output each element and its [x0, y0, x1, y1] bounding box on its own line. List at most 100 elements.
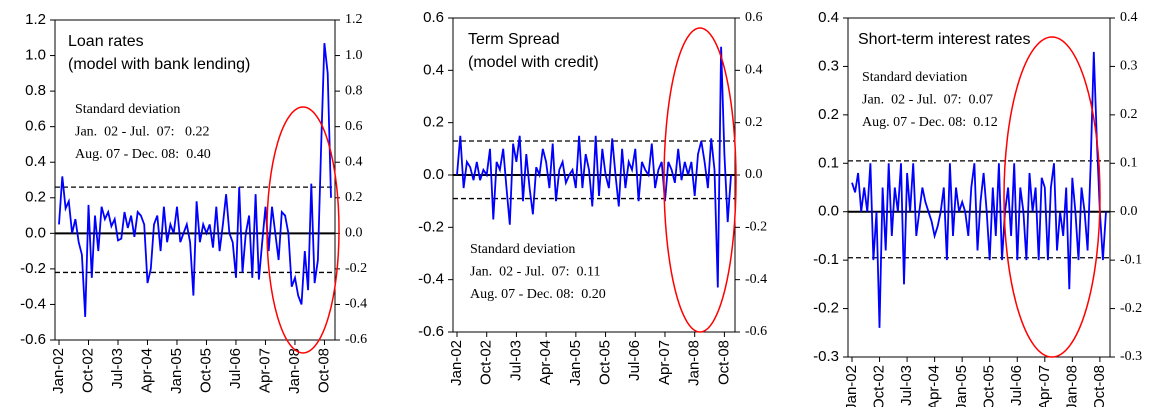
- data-line: [58, 43, 332, 317]
- chart-subtitle: (model with credit): [468, 54, 599, 71]
- y2-tick-label: 0.4: [345, 154, 363, 169]
- annotation: Aug. 07 - Dec. 08: 0.12: [862, 115, 998, 130]
- x-tick-label: Oct-02: [478, 340, 495, 385]
- y2-tick-label: -0.6: [745, 324, 767, 339]
- x-tick-label: Apr-07: [656, 340, 673, 385]
- chart-subtitle: (model with bank lending): [68, 56, 250, 73]
- y2-tick-label: -0.4: [345, 297, 367, 312]
- x-tick-label: Jan-02: [448, 340, 465, 386]
- annotation: Jan. 02 - Jul. 07: 0.22: [75, 125, 210, 140]
- y2-tick-label: 0.4: [745, 63, 763, 78]
- y-tick-label: 1.0: [25, 47, 46, 64]
- y-tick-label: 0.0: [25, 224, 46, 241]
- y2-tick-label: 0.0: [345, 226, 363, 241]
- y-tick-label: -0.2: [813, 300, 839, 317]
- chart-title: Loan rates: [68, 33, 144, 50]
- x-tick-label: Oct-05: [981, 365, 998, 407]
- y2-tick-label: 0.2: [1120, 107, 1138, 122]
- x-tick-label: Apr-07: [1036, 365, 1053, 407]
- y-tick-label: 0.4: [25, 153, 46, 170]
- y-tick-label: 0.0: [818, 203, 839, 220]
- plot-frame: [847, 17, 1111, 358]
- y-tick-label: 0.1: [818, 154, 839, 171]
- x-tick-label: Oct-08: [1091, 365, 1108, 407]
- y2-tick-label: 0.6: [345, 119, 363, 134]
- y2-tick-label: -0.3: [1120, 349, 1142, 364]
- data-line: [851, 51, 1107, 328]
- y2-tick-label: -0.2: [745, 220, 767, 235]
- x-tick-label: Oct-08: [315, 348, 332, 393]
- x-tick-label: Jan-08: [1063, 365, 1080, 407]
- y-tick-label: -0.3: [813, 348, 839, 365]
- y-tick-label: -0.2: [418, 218, 444, 235]
- x-tick-label: Jul-03: [109, 348, 126, 389]
- x-tick-label: Jul-06: [227, 348, 244, 389]
- y-tick-label: 1.2: [25, 11, 46, 28]
- y2-tick-label: 0.6: [745, 10, 763, 25]
- y2-tick-label: -0.2: [345, 261, 367, 276]
- annotation: Jan. 02 - Jul. 07: 0.07: [862, 93, 993, 108]
- x-tick-label: Oct-05: [597, 340, 614, 385]
- y2-tick-label: 0.2: [745, 115, 763, 130]
- annotation: Standard deviation: [862, 70, 967, 85]
- y-tick-label: -0.1: [813, 251, 839, 268]
- x-tick-label: Jul-06: [626, 340, 643, 381]
- y-tick-label: 0.8: [25, 82, 46, 99]
- x-tick-label: Apr-04: [926, 365, 943, 407]
- y-tick-label: 0.6: [25, 118, 46, 135]
- highlight-ellipse: [266, 106, 340, 354]
- y2-tick-label: 0.3: [1120, 59, 1138, 74]
- y-tick-label: -0.6: [418, 323, 444, 340]
- y2-tick-label: 0.2: [345, 190, 363, 205]
- x-tick-label: Jan-08: [286, 348, 303, 394]
- y2-tick-label: -0.1: [1120, 252, 1142, 267]
- x-tick-label: Jul-03: [507, 340, 524, 381]
- x-tick-label: Jul-06: [1008, 365, 1025, 406]
- y2-tick-label: 0.1: [1120, 156, 1138, 171]
- y-tick-label: 0.0: [423, 166, 444, 183]
- y2-tick-label: -0.2: [1120, 301, 1142, 316]
- chart-title: Term Spread: [468, 31, 560, 48]
- y-tick-label: 0.6: [423, 9, 444, 26]
- y-tick-label: 0.3: [818, 57, 839, 74]
- y-tick-label: -0.4: [20, 295, 46, 312]
- y2-tick-label: 0.0: [745, 167, 763, 182]
- x-tick-label: Jan-05: [953, 365, 970, 407]
- annotation: Standard deviation: [470, 242, 575, 257]
- y-tick-label: 0.2: [818, 106, 839, 123]
- x-tick-label: Oct-05: [197, 348, 214, 393]
- data-line: [456, 46, 732, 288]
- x-tick-label: Apr-07: [256, 348, 273, 393]
- y2-tick-label: 0.4: [1120, 10, 1138, 25]
- y-tick-label: -0.2: [20, 260, 46, 277]
- x-tick-label: Jan-05: [567, 340, 584, 386]
- y2-tick-label: 0.8: [345, 83, 363, 98]
- y-tick-label: 0.2: [25, 189, 46, 206]
- plot-frame: [54, 19, 336, 341]
- x-tick-label: Apr-04: [138, 348, 155, 393]
- x-tick-label: Jan-05: [168, 348, 185, 394]
- chart-title: Short-term interest rates: [858, 31, 1031, 48]
- highlight-ellipse: [663, 27, 737, 333]
- y-tick-label: 0.2: [423, 114, 444, 131]
- y2-tick-label: 1.2: [345, 12, 363, 27]
- annotation: Aug. 07 - Dec. 08: 0.40: [75, 147, 211, 162]
- annotation: Aug. 07 - Dec. 08: 0.20: [470, 287, 606, 302]
- x-tick-label: Jan-02: [843, 365, 860, 407]
- x-tick-label: Oct-08: [715, 340, 732, 385]
- y-tick-label: 0.4: [423, 61, 444, 78]
- x-tick-label: Oct-02: [871, 365, 888, 407]
- annotation: Standard deviation: [75, 102, 180, 117]
- y2-tick-label: -0.6: [345, 332, 367, 347]
- x-tick-label: Jan-02: [50, 348, 67, 394]
- y-tick-label: 0.4: [818, 9, 839, 26]
- highlight-ellipse: [1003, 36, 1101, 358]
- x-tick-label: Oct-02: [79, 348, 96, 393]
- x-tick-label: Jan-08: [686, 340, 703, 386]
- x-tick-label: Apr-04: [537, 340, 554, 385]
- y2-tick-label: 0.0: [1120, 204, 1138, 219]
- x-tick-label: Jul-03: [898, 365, 915, 406]
- y-tick-label: -0.6: [20, 331, 46, 348]
- y-tick-label: -0.4: [418, 271, 444, 288]
